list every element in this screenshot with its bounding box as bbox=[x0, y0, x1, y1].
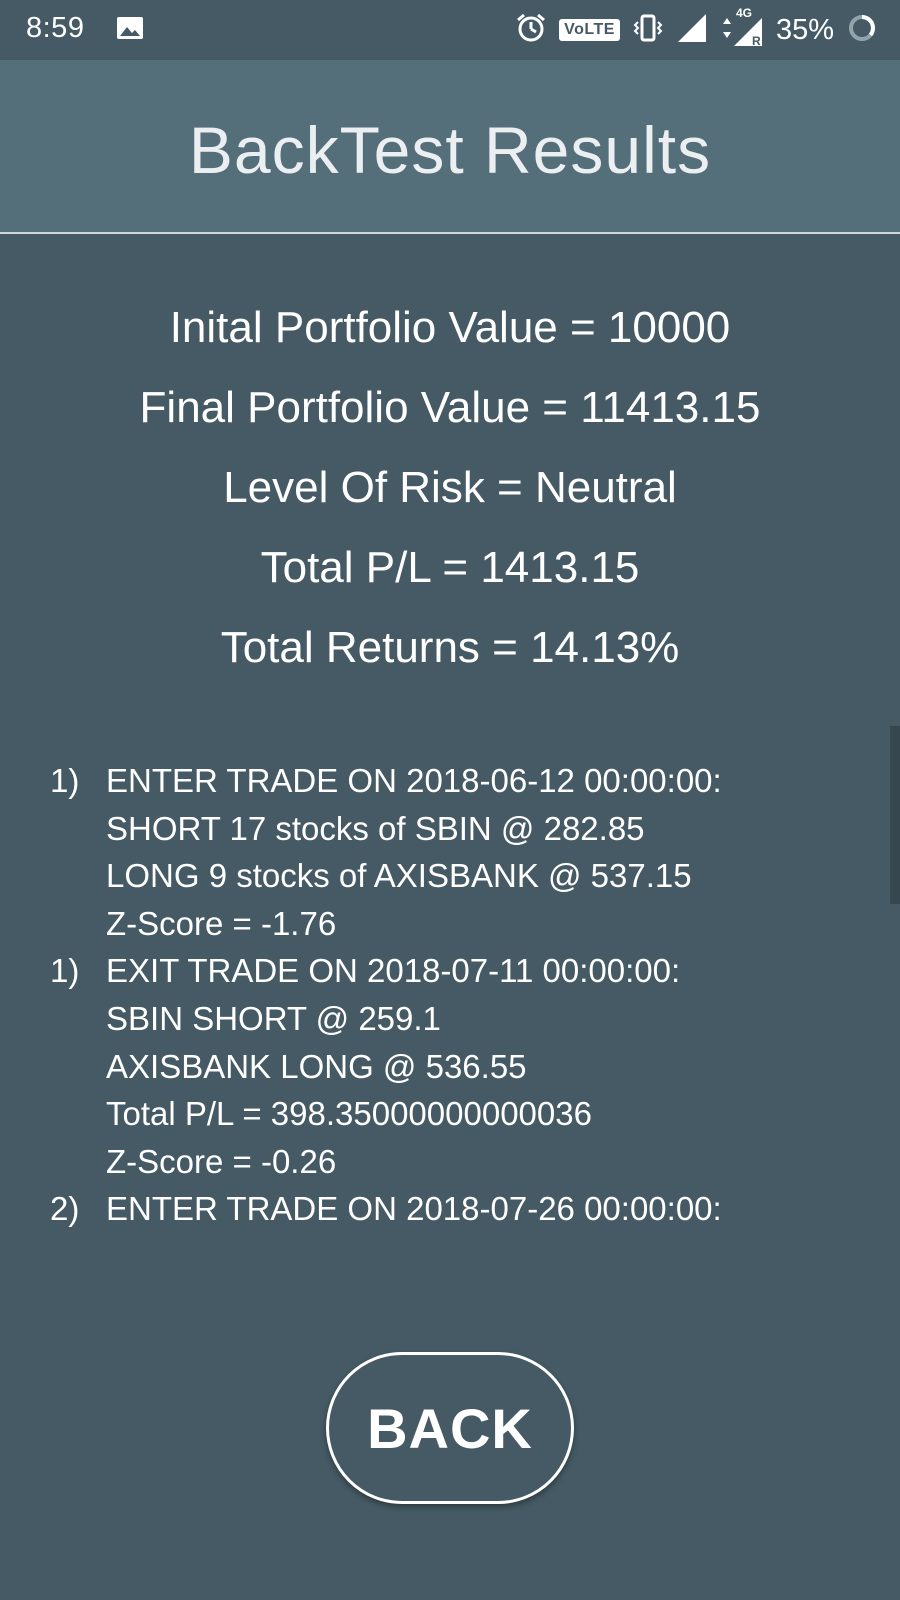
trade-number: 1) bbox=[50, 952, 80, 990]
data-arrows-icon: 4G R bbox=[720, 6, 764, 48]
trade-line: SHORT 17 stocks of SBIN @ 282.85 bbox=[106, 809, 645, 847]
alarm-icon bbox=[515, 12, 547, 48]
app-header: BackTest Results bbox=[0, 60, 900, 234]
trade-line: AXISBANK LONG @ 536.55 bbox=[106, 1047, 527, 1085]
scrollbar[interactable] bbox=[890, 726, 900, 904]
initial-portfolio-value: Inital Portfolio Value = 10000 bbox=[169, 303, 731, 352]
trade-log[interactable]: 1) ENTER TRADE ON 2018-06-12 00:00:00: S… bbox=[50, 757, 870, 1233]
trade-line: ENTER TRADE ON 2018-07-26 00:00:00: bbox=[106, 1190, 722, 1228]
signal-icon bbox=[676, 12, 708, 48]
trade-line: EXIT TRADE ON 2018-07-11 00:00:00: bbox=[106, 952, 681, 990]
trade-line: SBIN SHORT @ 259.1 bbox=[106, 999, 441, 1037]
list-item: 1) EXIT TRADE ON 2018-07-11 00:00:00: SB… bbox=[50, 947, 870, 1185]
trade-line: ENTER TRADE ON 2018-06-12 00:00:00: bbox=[106, 762, 722, 799]
status-icons: VoLTE 4G R 35% bbox=[515, 6, 878, 50]
status-time: 8:59 bbox=[26, 12, 85, 44]
image-icon bbox=[116, 16, 144, 44]
volte-badge: VoLTE bbox=[559, 19, 620, 41]
network-type-label: 4G bbox=[735, 6, 752, 20]
trade-line: Z-Score = -0.26 bbox=[106, 1142, 337, 1180]
status-bar: 8:59 VoLTE bbox=[0, 0, 900, 60]
trade-details: ENTER TRADE ON 2018-06-12 00:00:00: SHOR… bbox=[106, 757, 722, 947]
page-title: BackTest Results bbox=[188, 113, 712, 187]
battery-percent: 35% bbox=[775, 13, 834, 46]
trade-details: EXIT TRADE ON 2018-07-11 00:00:00: SBIN … bbox=[106, 947, 680, 1185]
final-portfolio-value: Final Portfolio Value = 11413.15 bbox=[139, 383, 761, 432]
trade-line: Z-Score = -1.76 bbox=[106, 904, 337, 942]
trade-line: LONG 9 stocks of AXISBANK @ 537.15 bbox=[106, 857, 692, 895]
list-item: 2) ENTER TRADE ON 2018-07-26 00:00:00: bbox=[50, 1185, 870, 1233]
level-of-risk: Level Of Risk = Neutral bbox=[223, 463, 677, 512]
trade-line: Total P/L = 398.35000000000036 bbox=[106, 1095, 592, 1133]
total-pl: Total P/L = 1413.15 bbox=[260, 543, 640, 592]
trade-details: ENTER TRADE ON 2018-07-26 00:00:00: bbox=[106, 1185, 722, 1233]
list-item: 1) ENTER TRADE ON 2018-06-12 00:00:00: S… bbox=[50, 757, 870, 947]
vibrate-icon bbox=[632, 12, 664, 48]
trade-number: 2) bbox=[50, 1190, 80, 1228]
back-button[interactable]: BACK bbox=[326, 1352, 574, 1504]
trade-number: 1) bbox=[50, 762, 80, 799]
battery-icon bbox=[846, 12, 878, 48]
summary-section: Inital Portfolio Value = 10000 Final Por… bbox=[0, 288, 900, 688]
roaming-label: R bbox=[751, 34, 761, 48]
total-returns: Total Returns = 14.13% bbox=[220, 623, 680, 672]
